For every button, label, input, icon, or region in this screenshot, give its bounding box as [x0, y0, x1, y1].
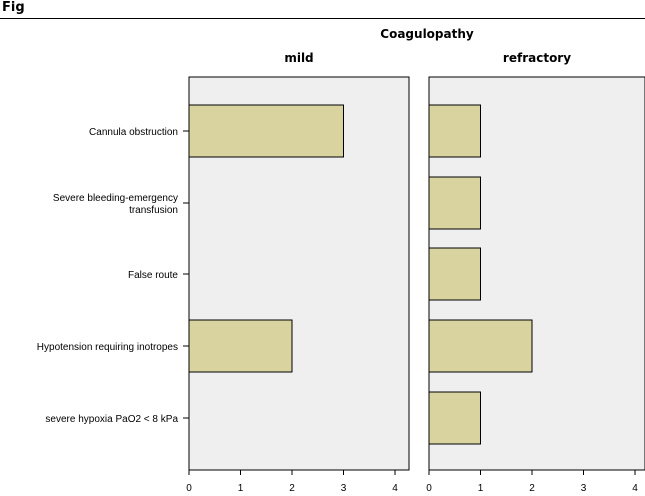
chart-panels: mild 0 1 2 3 4 refractory 0 1 2 3 4 [186, 51, 645, 494]
category-label: False route [128, 270, 178, 281]
panel-title: refractory [503, 51, 571, 65]
bar [428, 319, 533, 373]
category-label: severe hypoxia PaO2 < 8 kPa [45, 414, 178, 425]
x-tick-label: 4 [392, 483, 398, 494]
panel-title: mild [284, 51, 313, 65]
x-tick-label: 3 [341, 483, 347, 494]
panel-refractory: refractory 0 1 2 3 4 [426, 51, 645, 494]
group-title: Coagulopathy [380, 27, 474, 41]
top-divider [0, 18, 645, 19]
category-label: Hypotension requiring inotropes [37, 342, 178, 353]
panel-mild: mild 0 1 2 3 4 [186, 51, 410, 494]
bar [428, 104, 481, 158]
bar [428, 176, 481, 230]
x-tick-label: 1 [478, 483, 484, 494]
x-tick-label: 4 [632, 483, 638, 494]
x-tick-label: 0 [426, 483, 432, 494]
category-labels: Cannula obstruction Severe bleeding-emerg… [37, 127, 189, 425]
x-tick-label: 1 [238, 483, 244, 494]
x-tick-label: 3 [581, 483, 587, 494]
category-label: transfusion [129, 205, 178, 216]
bar [428, 391, 481, 445]
category-label: Cannula obstruction [89, 127, 178, 138]
x-tick-label: 0 [186, 483, 192, 494]
figure-label: Fig [2, 0, 25, 15]
bar [188, 319, 293, 373]
bar [188, 104, 344, 158]
category-label: Severe bleeding-emergency [53, 193, 178, 204]
x-tick-label: 2 [289, 483, 295, 494]
bar [428, 247, 481, 301]
x-tick-label: 2 [529, 483, 535, 494]
